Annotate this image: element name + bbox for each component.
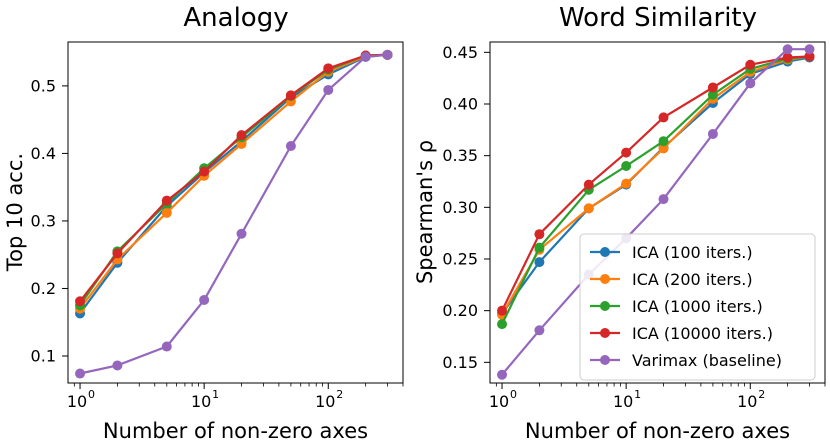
series-5-point <box>75 368 86 379</box>
x-tick-exponent: 1 <box>212 388 219 401</box>
series-4-point <box>323 63 334 74</box>
series-5-point <box>707 128 718 139</box>
series-line-5 <box>79 53 388 375</box>
series-4-point <box>75 296 86 307</box>
legend-box <box>579 233 816 381</box>
series-1-point <box>534 257 545 268</box>
y-axis-label: Spearman's ρ <box>413 140 437 284</box>
x-tick-exponent: 0 <box>510 388 517 401</box>
legend-label: ICA (10000 iters.) <box>632 324 773 343</box>
legend-label: ICA (100 iters.) <box>632 243 753 262</box>
legend-swatch-marker <box>600 274 610 284</box>
y-axis-label: Top 10 acc. <box>3 153 27 272</box>
series-3-point <box>707 89 718 100</box>
series-5-point <box>658 194 669 205</box>
y-tick-label: 0.20 <box>442 301 478 320</box>
series-4-point <box>782 52 793 63</box>
series-5-point <box>782 44 793 55</box>
series-5-point <box>360 51 371 62</box>
series-5-point <box>112 360 123 371</box>
series-5-point <box>534 325 545 336</box>
series-line-3 <box>79 53 388 306</box>
series-line-4 <box>79 53 388 302</box>
series-4-point <box>658 112 669 123</box>
series-4-point <box>497 305 508 316</box>
series-5-point <box>497 369 508 380</box>
y-tick-label: 0.4 <box>31 144 56 163</box>
legend-label: ICA (1000 iters.) <box>632 297 763 316</box>
series-5-point <box>285 140 296 151</box>
legend-swatch-marker <box>600 247 610 257</box>
series-4-point <box>804 51 815 62</box>
legend-label: Varimax (baseline) <box>632 351 782 370</box>
series-4-point <box>236 130 247 141</box>
series-5-point <box>804 44 815 55</box>
series-4-point <box>583 179 594 190</box>
legend-swatch-marker <box>600 301 610 311</box>
x-axis-label: Number of non-zero axes <box>103 419 368 443</box>
axes-frame <box>489 41 826 384</box>
x-tick-exponent: 2 <box>336 388 343 401</box>
legend-swatch-marker <box>600 328 610 338</box>
y-tick-label: 0.25 <box>442 250 478 269</box>
series-4-point <box>745 59 756 70</box>
y-tick-label: 0.3 <box>31 211 56 230</box>
y-tick-label: 0.2 <box>31 279 56 298</box>
series-3-point <box>534 242 545 253</box>
x-axis-label: Number of non-zero axes <box>525 419 790 443</box>
y-tick-label: 0.15 <box>442 353 478 372</box>
x-tick-exponent: 2 <box>758 388 765 401</box>
series-5-point <box>236 228 247 239</box>
series-4-point <box>112 248 123 259</box>
series-4-point <box>621 147 632 158</box>
y-tick-label: 0.1 <box>31 346 56 365</box>
x-tick-label: 10 <box>191 392 211 411</box>
series-2-point <box>161 207 172 218</box>
series-4-point <box>161 195 172 206</box>
series-5-point <box>745 78 756 89</box>
series-2-point <box>583 203 594 214</box>
series-4-point <box>707 82 718 93</box>
axes-frame <box>67 41 404 384</box>
legend-label: ICA (200 iters.) <box>632 270 753 289</box>
chart-title: Word Similarity <box>559 3 757 33</box>
y-tick-label: 0.45 <box>442 43 478 62</box>
series-5-point <box>382 49 393 60</box>
x-tick-label: 10 <box>737 392 757 411</box>
y-tick-label: 0.5 <box>31 76 56 95</box>
series-line-1 <box>79 53 388 315</box>
series-5-point <box>161 341 172 352</box>
x-tick-label: 10 <box>315 392 335 411</box>
y-tick-label: 0.40 <box>442 95 478 114</box>
y-tick-label: 0.30 <box>442 198 478 217</box>
x-tick-label: 10 <box>67 392 87 411</box>
series-line-2 <box>79 53 388 310</box>
x-tick-exponent: 0 <box>88 388 95 401</box>
y-tick-label: 0.35 <box>442 146 478 165</box>
series-4-point <box>534 229 545 240</box>
series-5-point <box>323 84 334 95</box>
series-2-point <box>621 178 632 189</box>
chart-title: Analogy <box>183 3 288 33</box>
x-tick-label: 10 <box>613 392 633 411</box>
legend-swatch-marker <box>600 355 610 365</box>
x-tick-label: 10 <box>489 392 509 411</box>
x-tick-exponent: 1 <box>634 388 641 401</box>
series-4-point <box>285 90 296 101</box>
series-3-point <box>621 161 632 171</box>
series-3-point <box>497 319 508 330</box>
series-4-point <box>199 166 210 177</box>
series-5-point <box>199 294 210 305</box>
series-3-point <box>658 136 669 147</box>
series-2-point <box>658 143 669 154</box>
